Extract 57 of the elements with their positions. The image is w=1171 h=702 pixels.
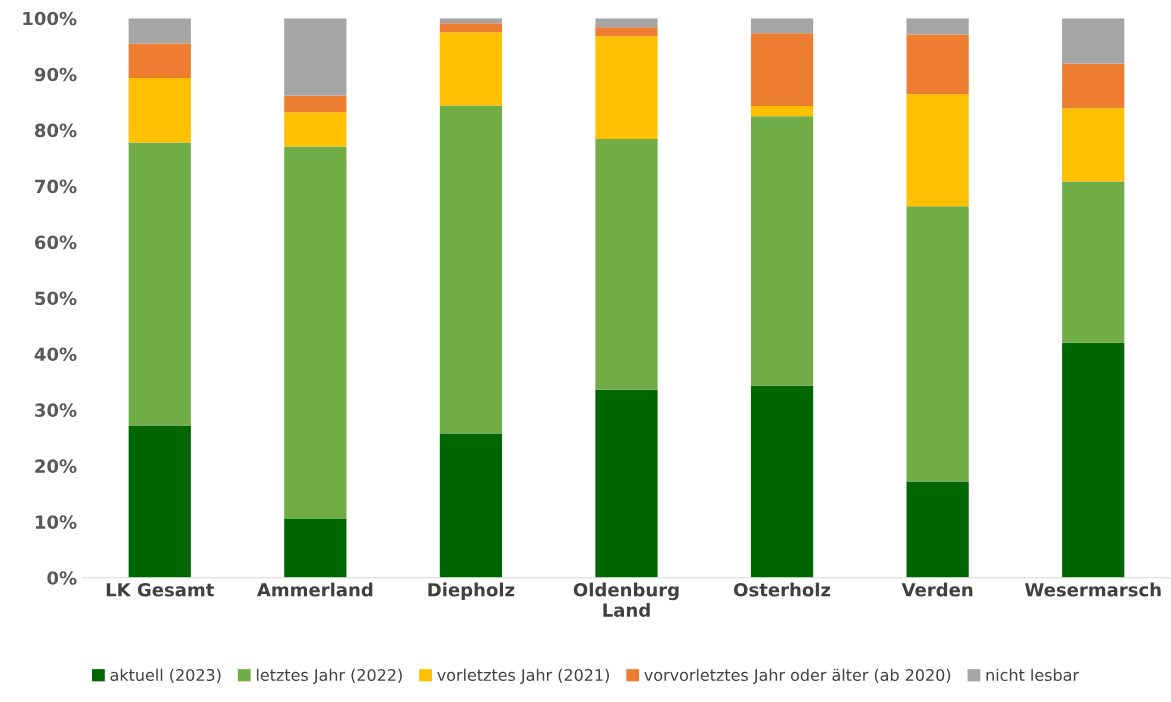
y-tick-label: 20% [35,459,77,473]
bar [595,18,658,28]
bar [284,18,347,96]
legend-label: vorvorletztes Jahr oder älter (ab 2020) [644,668,951,684]
bar [595,27,658,37]
y-tick-label: 60% [35,235,77,250]
x-tick-label: Ammerland [256,582,373,597]
legend-label: nicht lesbar [986,668,1079,682]
bar [439,105,503,434]
y-tick-label: 10% [35,515,77,529]
x-tick-label: Verden [901,582,973,597]
y-tick-label: 30% [35,403,77,418]
x-tick-label: Wesermarsch [1024,582,1161,597]
y-tick-label: 0% [47,571,77,585]
bar [284,146,347,519]
bar [1062,18,1125,64]
bar [284,518,347,578]
bar [906,481,969,578]
y-tick-label: 40% [34,347,77,362]
y-tick-label: 50% [35,291,77,306]
bar [284,95,347,113]
bar [1062,342,1125,578]
y-tick-label: 80% [34,123,77,138]
y-tick-label: 70% [35,179,77,194]
bar [595,36,658,140]
legend-label: vorletztes Jahr (2021) [437,668,609,684]
bar [906,94,969,207]
bar [1062,63,1125,109]
bar [750,116,814,386]
bar [128,43,191,79]
bar [284,112,347,147]
bar [906,18,969,35]
y-tick-label: 100% [23,11,77,26]
bar [595,139,658,390]
bar [906,206,969,482]
bar [750,33,814,107]
bar [128,142,191,426]
legend-label: letztes Jahr (2022) [256,668,402,684]
bar [750,18,814,34]
legend-label: aktuell (2023) [110,668,221,683]
bar [750,106,814,117]
bar [128,425,191,578]
bar [128,18,191,44]
bar [128,78,191,143]
x-tick-label: Diepholz [428,582,515,601]
bar [1062,181,1125,343]
bar [750,385,814,578]
x-tick-label: Osterholz [734,582,831,597]
bar [439,32,503,106]
bar [439,433,503,578]
bar [439,23,503,33]
bar [595,389,658,578]
x-tick-label: Oldenburg Land [573,582,679,617]
y-tick-label: 90% [34,67,77,82]
x-tick-label: LK Gesamt [106,582,214,597]
bar [906,34,969,95]
bar [1062,108,1125,182]
